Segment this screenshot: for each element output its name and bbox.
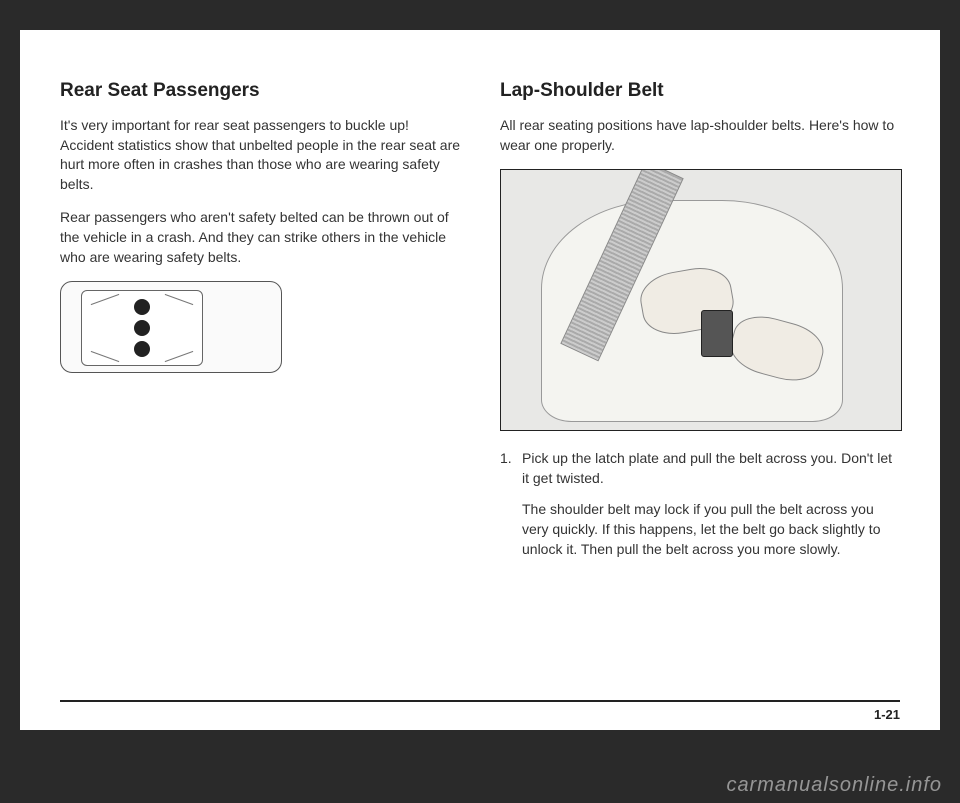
step-1-text-a: Pick up the latch plate and pull the bel… bbox=[522, 450, 892, 486]
left-para-1: It's very important for rear seat passen… bbox=[60, 116, 460, 194]
two-column-layout: Rear Seat Passengers It's very important… bbox=[60, 80, 900, 571]
left-para-2: Rear passengers who aren't safety belted… bbox=[60, 208, 460, 267]
seat-line bbox=[91, 294, 120, 305]
right-para-1: All rear seating positions have lap-shou… bbox=[500, 116, 900, 155]
watermark-text: carmanualsonline.info bbox=[726, 774, 942, 797]
left-heading: Rear Seat Passengers bbox=[60, 80, 460, 102]
car-top-view-illustration bbox=[60, 281, 282, 373]
right-heading: Lap-Shoulder Belt bbox=[500, 80, 900, 102]
seat-line bbox=[165, 351, 194, 362]
car-cabin bbox=[81, 290, 203, 366]
seatbelt-illustration bbox=[500, 169, 902, 431]
step-number: 1. bbox=[500, 449, 512, 469]
right-column: Lap-Shoulder Belt All rear seating posit… bbox=[500, 80, 900, 571]
buckle-shape bbox=[701, 310, 733, 357]
left-column: Rear Seat Passengers It's very important… bbox=[60, 80, 460, 571]
manual-page: Rear Seat Passengers It's very important… bbox=[20, 30, 940, 730]
seat-line bbox=[165, 294, 194, 305]
passenger-head-icon bbox=[134, 320, 150, 336]
seat-line bbox=[91, 351, 120, 362]
step-1: 1. Pick up the latch plate and pull the … bbox=[522, 449, 900, 488]
passenger-head-icon bbox=[134, 341, 150, 357]
step-1-continued: The shoulder belt may lock if you pull t… bbox=[522, 500, 900, 559]
passenger-head-icon bbox=[134, 299, 150, 315]
step-list: 1. Pick up the latch plate and pull the … bbox=[500, 449, 900, 559]
footer-rule bbox=[60, 700, 900, 702]
page-number: 1-21 bbox=[874, 707, 900, 722]
